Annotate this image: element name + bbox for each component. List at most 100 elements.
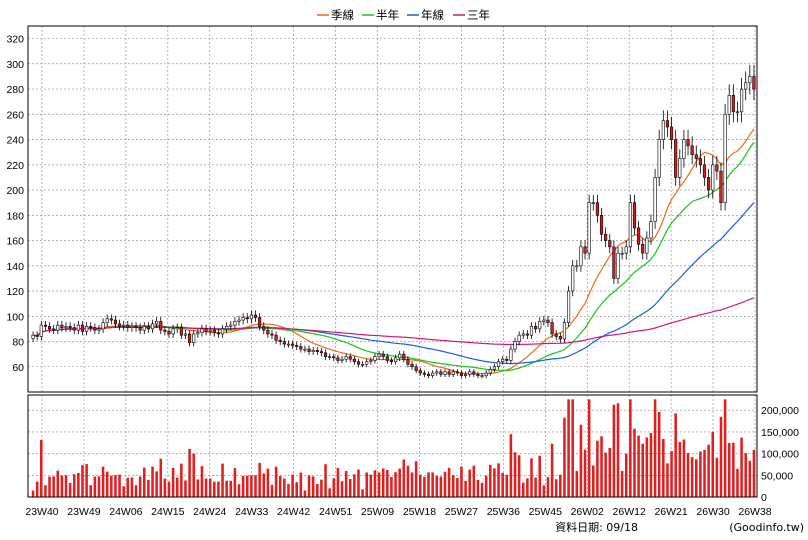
- candle-body: [678, 158, 682, 178]
- volume-bar: [460, 466, 463, 497]
- volume-bar: [666, 463, 669, 497]
- volume-bar: [229, 480, 233, 497]
- axes: 60 80 100 120 140 160 180 200 220 240 260 280 300 320…: [6, 25, 799, 518]
- volume-bar: [225, 480, 228, 497]
- candle-body: [612, 246, 616, 279]
- volume-bar: [208, 478, 212, 497]
- volume-bar: [559, 474, 562, 497]
- candle-body: [146, 326, 150, 330]
- price-panel-frame: [27, 25, 758, 393]
- volume-bar: [233, 468, 237, 497]
- volume-bar: [320, 479, 323, 497]
- price-tick-label: 100: [6, 311, 24, 323]
- x-tick-label: 24W15: [151, 506, 184, 518]
- candle-body: [163, 329, 167, 332]
- volume-bar: [554, 479, 558, 497]
- candle-body: [286, 343, 291, 346]
- candle-body: [702, 164, 707, 178]
- candle-body: [85, 326, 89, 332]
- volume-bar: [637, 435, 640, 497]
- candle-body: [340, 358, 344, 361]
- candle-body: [468, 371, 472, 375]
- candle-body: [698, 158, 702, 166]
- candle-body: [628, 202, 632, 248]
- candle-body: [682, 139, 686, 159]
- candle-body: [278, 339, 282, 342]
- candle-body: [595, 202, 599, 216]
- price-tick-label: 160: [6, 236, 24, 248]
- volume-bar: [406, 465, 410, 497]
- x-tick-label: 24W24: [193, 506, 226, 518]
- candle-body: [439, 371, 443, 375]
- volume-bar: [732, 442, 735, 497]
- candle-body: [159, 321, 163, 331]
- volume-bar: [85, 464, 88, 497]
- volume-bar: [31, 490, 35, 497]
- volume-bar: [340, 481, 344, 497]
- volume-bar: [719, 416, 723, 497]
- volume-bar: [715, 457, 719, 497]
- volume-bar: [657, 411, 661, 497]
- volume-bar: [184, 480, 187, 497]
- candle-body: [109, 318, 113, 321]
- volume-bar: [550, 443, 554, 497]
- ma-line-ma_year: [33, 202, 755, 365]
- volume-bar: [299, 472, 303, 497]
- volume-bar: [538, 455, 542, 497]
- candle-body: [64, 326, 68, 328]
- candle-body: [641, 244, 645, 254]
- volume-bar: [64, 475, 68, 497]
- candle-body: [89, 326, 93, 328]
- volume-bar: [624, 453, 628, 497]
- candle-body: [245, 317, 249, 320]
- volume-bar: [649, 433, 653, 497]
- volume-bar: [126, 477, 130, 497]
- candle-body: [645, 237, 649, 254]
- volume-bar: [163, 478, 167, 497]
- candle-body: [122, 324, 126, 327]
- volume-bar: [35, 481, 39, 497]
- candle-body: [315, 350, 319, 352]
- volume-bar: [130, 477, 134, 497]
- volume-bar: [431, 472, 434, 497]
- volume-bar: [72, 474, 76, 497]
- volume-bar: [81, 465, 84, 497]
- candle-body: [451, 371, 455, 375]
- candle-body: [80, 324, 85, 332]
- candle-body: [356, 361, 361, 365]
- volume-bar: [703, 449, 706, 497]
- candle-body: [389, 360, 394, 363]
- volume-bar: [307, 475, 311, 497]
- candle-body: [295, 345, 299, 347]
- candle-body: [505, 358, 509, 361]
- legend: 季線 半年 年線 三年: [317, 8, 490, 22]
- volume-bar: [270, 484, 274, 497]
- volume-bar: [110, 475, 113, 497]
- volume-bar: [596, 440, 599, 497]
- volume-bar: [188, 448, 191, 497]
- legend-three-label: 三年: [467, 8, 490, 22]
- volume-bar: [501, 472, 504, 497]
- volume-tick-label: 0: [761, 492, 767, 504]
- volume-bar: [221, 463, 224, 497]
- candle-body: [262, 326, 266, 331]
- volume-bar: [629, 399, 632, 497]
- volume-bar: [402, 459, 406, 497]
- volume-bar: [134, 485, 138, 497]
- candle-body: [381, 353, 385, 357]
- price-tick-label: 120: [6, 286, 24, 298]
- volume-bar: [505, 474, 509, 497]
- volume-bar: [674, 413, 677, 497]
- candle-body: [47, 326, 52, 330]
- candle-body: [233, 321, 237, 326]
- candle-body: [665, 120, 670, 128]
- candle-body: [150, 323, 155, 330]
- volume-bar: [645, 437, 649, 497]
- volume-bar: [604, 452, 607, 497]
- candle-body: [196, 332, 200, 335]
- price-tick-label: 80: [12, 337, 24, 349]
- volume-bar: [344, 471, 348, 497]
- price-tick-label: 180: [6, 210, 24, 222]
- price-tick-label: 140: [6, 261, 24, 273]
- x-tick-label: 25W36: [487, 506, 520, 518]
